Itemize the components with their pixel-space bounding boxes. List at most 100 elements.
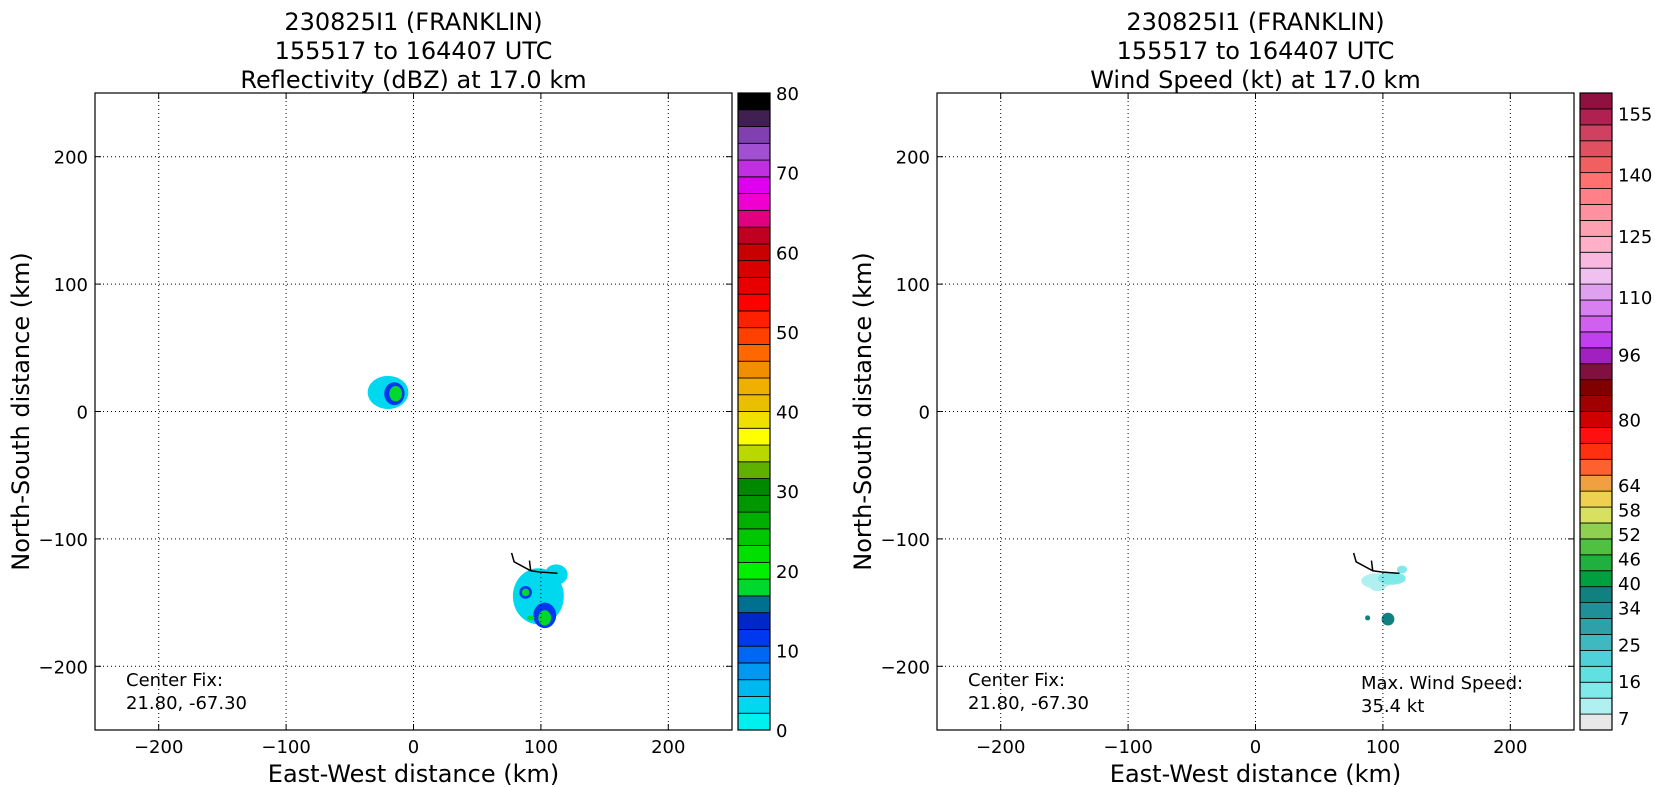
colorbar-tick-label: 58 [1618,501,1641,522]
colorbar-segment-21 [1579,395,1613,412]
colorbar-segment-28 [737,260,771,278]
colorbar-tick-label: 80 [776,84,799,105]
data-layer [367,375,568,629]
colorbar-segment-36 [1579,156,1613,174]
colorbar-segment-38 [737,92,771,111]
colorbar-segment-3 [737,679,771,697]
y-tick-label: 100 [896,275,930,296]
colorbar-segment-34 [737,159,771,178]
colorbar-tick-label: 50 [776,323,799,344]
colorbar-segment-32 [1579,219,1613,237]
y-tick-label: −200 [881,657,930,678]
colorbar-segment-23 [737,344,771,362]
center-fix-annotation: Center Fix: [968,670,1065,691]
colorbar-segment-17 [1579,458,1613,476]
colorbar-segment-21 [737,377,771,396]
colorbar-segment-5 [1579,649,1613,667]
colorbar-tick-label: 16 [1618,672,1641,693]
colorbar-tick-label: 96 [1618,345,1641,366]
y-axis-label: North-South distance (km) [7,252,35,571]
title-line-1: 230825I1 (FRANKLIN) [1126,8,1384,36]
colorbar-segment-9 [737,578,771,597]
colorbar-tick-label: 140 [1618,166,1652,187]
x-tick-label: 200 [1493,737,1527,758]
colorbar-tick-label: 40 [1618,574,1641,595]
colorbar-segment-15 [737,478,771,496]
colorbar: 7 16 25 34 40 46 52 58 64 80 96 110 125 140 155 [1579,92,1652,731]
title-line-1: 230825I1 (FRANKLIN) [284,8,542,36]
colorbar-segment-17 [737,444,771,463]
colorbar-segment-35 [737,142,771,161]
colorbar-segment-37 [1579,140,1613,158]
colorbar: 0 10 20 30 40 50 60 70 80 [737,84,799,742]
max-wind-annotation: Max. Wind Speed: [1361,673,1523,694]
x-tick-label: −200 [134,737,183,758]
colorbar-segment-1 [1579,713,1613,731]
colorbar-tick-label: 25 [1618,635,1641,656]
colorbar-segment-5 [737,645,771,664]
x-tick-label: −200 [976,737,1025,758]
colorbar-segment-16 [737,461,771,479]
colorbar-segment-31 [1579,235,1613,253]
colorbar-segment-16 [1579,474,1613,492]
center-fix-annotation: 21.80, -67.30 [126,693,247,714]
title-line-3: Reflectivity (dBZ) at 17.0 km [240,66,586,94]
echo-cell-5 [1381,612,1395,626]
colorbar-segment-40 [1579,92,1613,110]
colorbar-segment-11 [1579,554,1613,572]
y-tick-label: 200 [54,148,88,169]
panel-2: 230825I1 (FRANKLIN)155517 to 164407 UTCW… [849,8,1652,787]
echo-cell-7 [521,588,530,597]
colorbar-segment-14 [1579,506,1613,524]
title-line-2: 155517 to 164407 UTC [275,37,553,65]
colorbar-segment-23 [1579,363,1613,381]
colorbar-tick-label: 7 [1618,709,1629,730]
echo-cell-9 [538,610,552,626]
colorbar-segment-32 [737,193,771,211]
echo-cell-4 [1370,583,1386,592]
colorbar-tick-label: 80 [1618,411,1641,432]
colorbar-segment-29 [737,243,771,262]
colorbar-segment-38 [1579,124,1613,142]
colorbar-segment-27 [1579,299,1613,317]
colorbar-segment-20 [737,394,771,412]
colorbar-segment-13 [737,511,771,530]
x-tick-label: 200 [651,737,685,758]
echo-cell-2 [1377,572,1406,585]
colorbar-segment-3 [1579,681,1613,699]
colorbar-tick-label: 60 [776,243,799,264]
colorbar-segment-24 [737,327,771,345]
x-tick-label: 0 [1250,737,1261,758]
y-tick-label: 0 [77,403,88,424]
x-axis-label: East-West distance (km) [1110,760,1401,787]
echo-cell-3 [1396,565,1408,574]
colorbar-segment-31 [737,209,771,228]
echo-cell-6 [1365,615,1371,621]
y-tick-label: −100 [39,530,88,551]
colorbar-segment-37 [737,109,771,127]
y-tick-label: 100 [54,275,88,296]
colorbar-segment-33 [1579,204,1613,221]
y-tick-label: −200 [39,657,88,678]
colorbar-segment-26 [1579,315,1613,333]
colorbar-tick-label: 52 [1618,525,1641,546]
colorbar-tick-label: 64 [1618,476,1641,497]
colorbar-tick-label: 125 [1618,227,1652,248]
echo-cell-3 [389,386,403,402]
colorbar-tick-label: 0 [776,721,787,742]
colorbar-segment-10 [1579,570,1613,588]
colorbar-segment-1 [737,712,771,731]
center-fix-annotation: 21.80, -67.30 [968,693,1089,714]
title-line-2: 155517 to 164407 UTC [1117,37,1395,65]
colorbar-segment-30 [737,226,771,245]
colorbar-segment-18 [737,427,771,446]
colorbar-segment-8 [737,595,771,614]
colorbar-segment-28 [1579,283,1613,301]
colorbar-segment-13 [1579,522,1613,540]
colorbar-segment-20 [1579,411,1613,428]
y-tick-label: 0 [919,403,930,424]
colorbar-frame [1579,92,1613,731]
colorbar-segment-24 [1579,347,1613,365]
colorbar-tick-label: 10 [776,641,799,662]
